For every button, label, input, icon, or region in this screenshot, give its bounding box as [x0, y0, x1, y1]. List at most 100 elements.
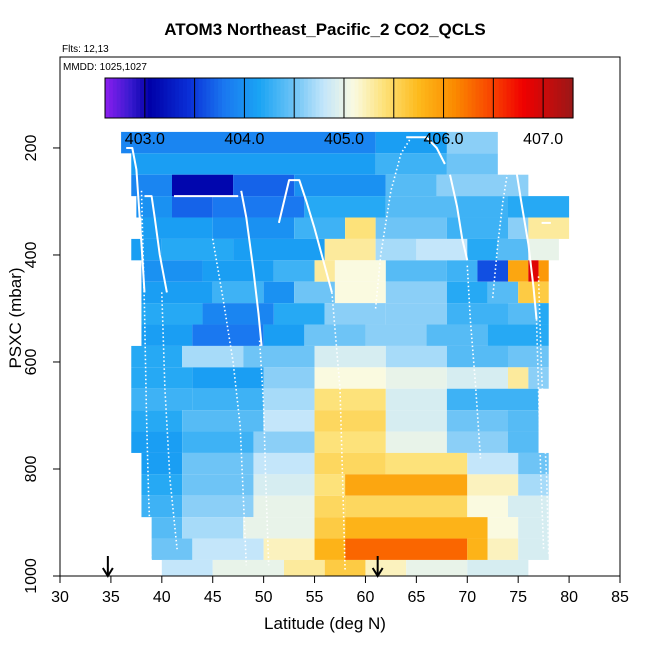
heatmap-cell: [334, 281, 386, 304]
heatmap-cell: [141, 303, 203, 325]
heatmap-cell: [508, 495, 549, 518]
x-axis: 30 35 40 45 50 55 60 65 70 75 80 85: [51, 576, 629, 606]
colorbar-swatch: [140, 78, 145, 118]
heatmap-cell: [467, 495, 508, 518]
y-tick-label: 400: [23, 242, 40, 269]
x-tick-label: 70: [458, 589, 476, 606]
heatmap-cell: [375, 131, 447, 154]
colorbar-swatch: [253, 78, 258, 118]
flight-track: [331, 292, 346, 571]
colorbar-swatch: [116, 78, 122, 118]
colorbar-swatch: [147, 78, 153, 118]
heatmap-cell: [131, 238, 162, 261]
heatmap-cell: [477, 260, 508, 282]
heatmap-cell: [131, 431, 183, 453]
colorbar-swatch: [565, 78, 570, 118]
heatmap-cell: [212, 217, 295, 239]
heatmap-cell: [446, 217, 508, 239]
heatmap-cell: [263, 281, 295, 304]
colorbar-swatch: [276, 78, 282, 118]
colorbar-swatch: [280, 78, 285, 118]
x-axis-label: Latitude (deg N): [264, 614, 386, 633]
colorbar-swatch: [186, 78, 192, 118]
heatmap-cell: [233, 174, 295, 197]
heatmap-cell: [172, 196, 213, 218]
colorbar-swatch: [374, 78, 379, 118]
heatmap-cell: [446, 367, 508, 389]
heatmap-cell: [385, 303, 447, 325]
heatmap-cell: [385, 367, 447, 389]
colorbar-swatch: [526, 78, 531, 118]
heatmap-cell: [294, 217, 346, 239]
heatmap-cell: [131, 174, 172, 197]
colorbar-frame: [104, 77, 574, 119]
heatmap-cell: [467, 474, 519, 496]
colorbar-swatch: [311, 78, 317, 118]
heatmap-cell: [192, 324, 264, 346]
x-tick-label: 35: [102, 589, 120, 606]
heatmap-cell: [508, 410, 539, 432]
heatmap-cell: [385, 410, 447, 432]
heatmap-cell: [487, 324, 549, 346]
heatmap-cell: [182, 431, 254, 453]
heatmap-cell: [487, 538, 519, 560]
heatmap-cell: [284, 559, 325, 576]
heatmap-cell: [202, 303, 274, 325]
heatmap-cell: [446, 303, 508, 325]
colorbar-swatch: [342, 78, 348, 118]
heatmap-cell: [243, 345, 315, 368]
x-tick-label: 50: [255, 589, 273, 606]
colorbar-swatch: [163, 78, 168, 118]
heatmap-cell: [141, 217, 213, 239]
y-axis: 200 400 600 800 1000: [23, 135, 60, 594]
colorbar-swatch: [296, 78, 301, 118]
heatmap-cell: [141, 260, 203, 282]
heatmap-cell: [467, 538, 488, 560]
heatmap-cell: [182, 495, 254, 518]
colorbar-swatch: [452, 78, 457, 118]
colorbar-swatch: [194, 78, 200, 118]
heatmap-cell: [446, 131, 498, 154]
colorbar-swatch: [514, 78, 519, 118]
colorbar-swatch: [190, 78, 196, 118]
flight-track: [126, 147, 146, 293]
colorbar-swatch: [487, 78, 492, 118]
heatmap-cell: [385, 388, 447, 411]
heatmap-cell: [518, 517, 549, 539]
colorbar-swatch: [428, 78, 434, 118]
heatmap-cell: [141, 452, 183, 475]
colorbar-swatch: [264, 78, 270, 118]
heatmap-cell: [508, 217, 529, 239]
colorbar-swatch: [370, 78, 375, 118]
heatmap-cell: [161, 559, 213, 576]
colorbar-swatch: [366, 78, 371, 118]
heatmap-cell: [314, 474, 346, 496]
flight-track: [449, 174, 469, 261]
heatmap-cell: [136, 196, 172, 218]
heatmap-cell: [294, 281, 335, 304]
heatmap-cell: [345, 538, 468, 560]
heatmap-cell: [314, 538, 346, 560]
colorbar-swatch: [358, 78, 363, 118]
heatmap-cell: [121, 131, 376, 154]
colorbar-swatch: [498, 78, 504, 118]
heatmap-cell: [192, 388, 264, 411]
heatmap-cell: [314, 410, 386, 432]
colorbar-swatch: [420, 78, 426, 118]
colorbar-swatch: [218, 78, 223, 118]
flight-track: [258, 340, 270, 566]
colorbar-swatch: [530, 78, 535, 118]
colorbar-swatch: [553, 78, 558, 118]
colorbar-swatch: [214, 78, 219, 118]
colorbar-swatch: [518, 78, 523, 118]
heatmap-cell: [182, 517, 244, 539]
colorbar-tick-label: 407.0: [523, 131, 563, 148]
x-tick-label: 30: [51, 589, 69, 606]
heatmap-cell: [212, 559, 284, 576]
colorbar-swatch: [389, 78, 395, 118]
colorbar-swatch: [315, 78, 321, 118]
colorbar-tick-label: 403.0: [125, 131, 165, 148]
colorbar-swatch: [545, 78, 551, 118]
heatmap-cell: [396, 217, 447, 239]
y-tick-label: 800: [23, 456, 40, 483]
